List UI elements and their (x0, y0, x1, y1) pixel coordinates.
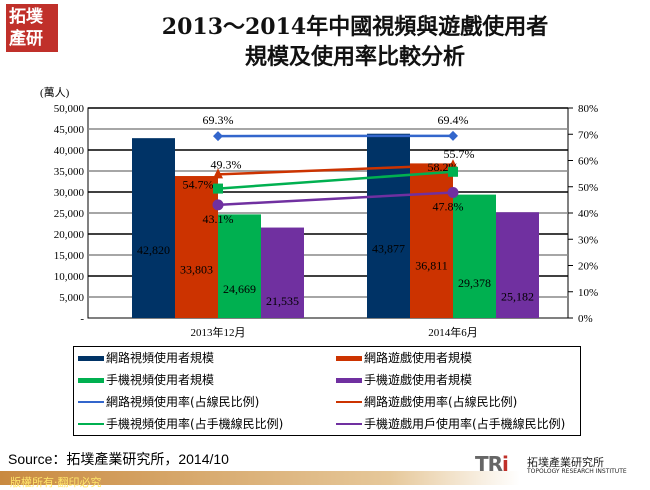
y-tick-label: 45,000 (54, 124, 85, 136)
legend-item: 網路遊戲使用者規模 (336, 347, 472, 369)
legend-label: 網路遊戲使用者規模 (364, 347, 472, 369)
square-marker (213, 184, 223, 194)
legend-label: 手機遊戲用戶使用率(占手機線民比例) (364, 413, 565, 435)
legend-item: 手機視頻使用率(占手機線民比例) (78, 413, 283, 435)
legend-item: 手機遊戲使用者規模 (336, 369, 472, 391)
y2-tick-label: 40% (578, 208, 598, 220)
y-axis-label: (萬人) (40, 86, 70, 99)
bar (410, 163, 453, 318)
line-label: 69.4% (438, 113, 469, 127)
line-label: 47.8% (433, 200, 464, 214)
legend-swatch (336, 378, 362, 383)
brand-english: TOPOLOGY RESEARCH INSTITUTE (527, 468, 627, 475)
bar-label: 33,803 (180, 262, 213, 276)
y-tick-label: 5,000 (59, 292, 84, 304)
chart: - 5,000 10,000 15,000 20,000 25,000 30,000 35,0… (0, 0, 650, 345)
y-tick-label: 50,000 (54, 103, 85, 115)
bar-label: 29,378 (458, 276, 491, 290)
line-label: 69.3% (203, 113, 234, 127)
square-marker (448, 167, 458, 177)
legend: 網路視頻使用者規模 網路遊戲使用者規模手機視頻使用者規模 手機遊戲使用者規模網路視頻… (73, 346, 581, 436)
circle-marker (448, 187, 459, 198)
source-note: Source：拓墣產業研究所，2014/10 (8, 449, 229, 469)
y2-tick-label: 0% (578, 313, 593, 325)
legend-item: 網路視頻使用率(占線民比例) (78, 391, 259, 413)
legend-label: 手機視頻使用者規模 (106, 369, 214, 391)
legend-item: 手機視頻使用者規模 (78, 369, 214, 391)
y-tick-label: 20,000 (54, 229, 85, 241)
bar-label: 21,535 (266, 294, 299, 308)
bar-label: 24,669 (223, 282, 256, 296)
bar-label: 43,877 (372, 242, 405, 256)
y-tick-label: 40,000 (54, 145, 85, 157)
copyright: 版權所有‧翻印必究 (0, 476, 102, 489)
y-tick-label: - (80, 313, 84, 325)
line-label: 43.1% (203, 212, 234, 226)
legend-item: 網路視頻使用者規模 (78, 347, 214, 369)
bar (218, 214, 261, 318)
y-tick-label: 25,000 (54, 208, 85, 220)
y2-tick-label: 30% (578, 234, 598, 246)
bar (132, 138, 175, 318)
y-tick-label: 35,000 (54, 166, 85, 178)
y-tick-label: 15,000 (54, 250, 85, 262)
legend-line-swatch (78, 423, 104, 425)
legend-swatch (78, 378, 104, 383)
y2-tick-label: 50% (578, 182, 598, 194)
line-label: 54.7% (183, 177, 214, 191)
y2-tick-label: 60% (578, 156, 598, 168)
y2-tick-label: 80% (578, 103, 598, 115)
bar-label: 36,811 (415, 259, 448, 273)
legend-label: 網路遊戲使用率(占線民比例) (364, 391, 517, 413)
x-tick-label: 2014年6月 (428, 325, 478, 339)
legend-line-swatch (336, 423, 362, 425)
legend-item: 手機遊戲用戶使用率(占手機線民比例) (336, 413, 565, 435)
legend-label: 網路視頻使用率(占線民比例) (106, 391, 259, 413)
legend-label: 手機遊戲使用者規模 (364, 369, 472, 391)
y-tick-label: 10,000 (54, 271, 85, 283)
bar (175, 176, 218, 318)
line-label: 55.7% (444, 147, 475, 161)
bar-label: 42,820 (137, 243, 170, 257)
legend-label: 手機視頻使用率(占手機線民比例) (106, 413, 283, 435)
line-label: 49.3% (211, 158, 242, 172)
y2-tick-label: 10% (578, 287, 598, 299)
legend-label: 網路視頻使用者規模 (106, 347, 214, 369)
legend-swatch (336, 356, 362, 361)
bar (367, 134, 410, 318)
legend-line-swatch (336, 401, 362, 403)
x-tick-label: 2013年12月 (191, 325, 246, 339)
y-tick-label: 30,000 (54, 187, 85, 199)
y2-tick-label: 20% (578, 261, 598, 273)
legend-line-swatch (78, 401, 104, 403)
legend-swatch (78, 356, 104, 361)
y2-tick-label: 70% (578, 129, 598, 141)
circle-marker (213, 199, 224, 210)
legend-item: 網路遊戲使用率(占線民比例) (336, 391, 517, 413)
bar-label: 25,182 (501, 289, 534, 303)
